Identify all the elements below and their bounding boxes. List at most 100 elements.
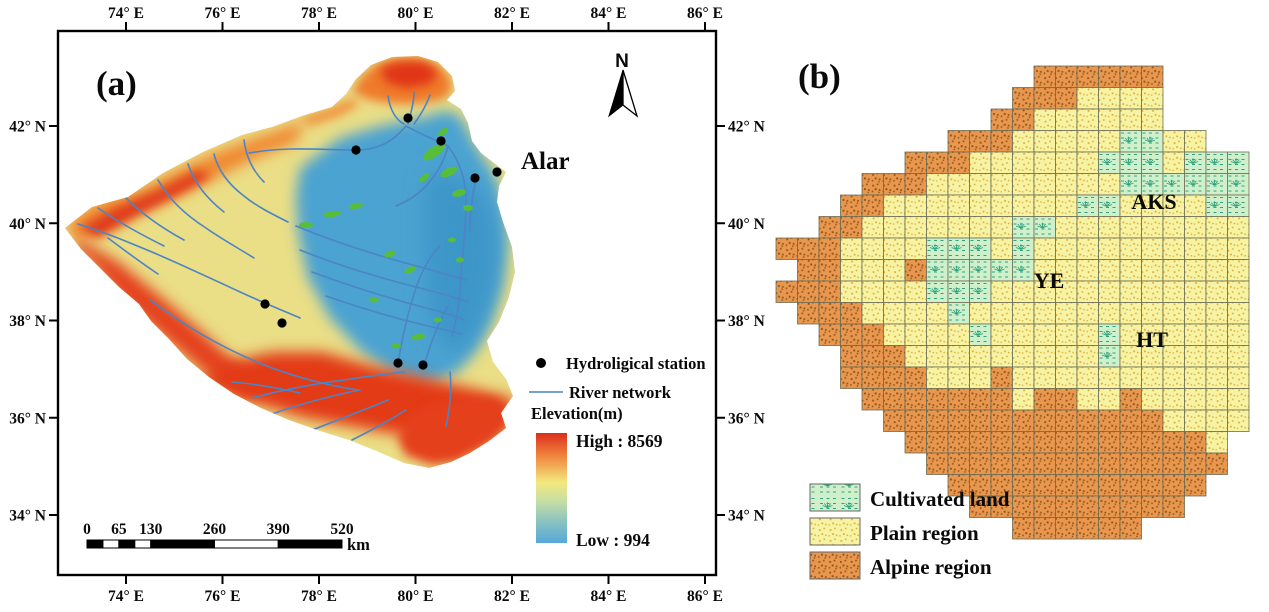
plain-cell — [1098, 259, 1121, 282]
alpine-cell — [1055, 65, 1078, 88]
cultivated-cell — [1119, 151, 1142, 174]
plain-cell — [1012, 366, 1035, 389]
plain-cell — [1227, 323, 1250, 346]
cultivated-cell — [1033, 216, 1056, 239]
alpine-cell — [904, 431, 927, 454]
plain-cell — [1162, 409, 1185, 432]
river-legend-label: River network — [569, 383, 672, 402]
scale-bar: 0 65 130 260 390 520 — [83, 521, 354, 549]
cultivated-cell — [1012, 259, 1035, 282]
alpine-cell — [861, 388, 884, 411]
alpine-cell — [990, 431, 1013, 454]
vegetation-patch — [463, 205, 473, 211]
plain-cell — [990, 323, 1013, 346]
plain-cell — [1098, 366, 1121, 389]
plain-cell — [1141, 237, 1164, 260]
alpine-cell — [969, 409, 992, 432]
vegetation-patch — [437, 127, 449, 137]
plain-cell — [1162, 388, 1185, 411]
plain-cell — [1141, 302, 1164, 325]
plain-cell — [990, 345, 1013, 368]
plain-cell — [1033, 130, 1056, 153]
plain-cell — [990, 237, 1013, 260]
plain-cell — [1076, 130, 1099, 153]
vegetation-patch — [456, 257, 464, 263]
alpine-cell — [1098, 65, 1121, 88]
plain-cell — [1184, 366, 1207, 389]
alpine-cell — [1076, 474, 1099, 497]
alpine-cell — [1033, 388, 1056, 411]
alpine-cell — [969, 388, 992, 411]
legend-a: Hydroligical station River network Eleva… — [529, 354, 706, 550]
plain-cell — [1119, 108, 1142, 131]
alpine-cell — [904, 388, 927, 411]
plain-cell — [1098, 108, 1121, 131]
alpine-cell — [1033, 474, 1056, 497]
plain-cell — [1184, 345, 1207, 368]
cultivated-cell — [1205, 173, 1228, 196]
plain-cell — [1119, 237, 1142, 260]
cultivated-cell — [1205, 194, 1228, 217]
plain-cell — [1162, 366, 1185, 389]
alpine-cell — [1055, 87, 1078, 110]
plain-cell — [1227, 280, 1250, 303]
plain-cell — [1184, 280, 1207, 303]
plain-cell — [883, 216, 906, 239]
scale-bar-number: 520 — [330, 521, 354, 538]
alpine-cell — [1119, 495, 1142, 518]
lat-label-left: 42° N — [9, 119, 46, 136]
plain-cell — [1055, 302, 1078, 325]
plain-cell — [840, 237, 863, 260]
basin-deep-blue — [424, 170, 498, 355]
plain-cell — [1205, 366, 1228, 389]
plain-cell — [1119, 280, 1142, 303]
alpine-cell — [1055, 452, 1078, 475]
plain-cell — [861, 302, 884, 325]
plain-cell — [1119, 259, 1142, 282]
alpine-cell — [947, 409, 970, 432]
alpine-cell — [861, 194, 884, 217]
alpine-cell — [904, 409, 927, 432]
hydrological-station-dot — [436, 136, 446, 146]
lon-label-bottom: 82° E — [494, 588, 530, 605]
alpine-cell — [1162, 474, 1185, 497]
alpine-cell — [883, 388, 906, 411]
plain-cell — [1205, 280, 1228, 303]
alpine-cell — [990, 366, 1013, 389]
cultivated-cell — [1205, 151, 1228, 174]
region-label-ye: YE — [1034, 268, 1065, 293]
plain-cell — [990, 216, 1013, 239]
cultivated-cell — [1098, 194, 1121, 217]
plain-cell — [1205, 237, 1228, 260]
scale-bar-number: 130 — [139, 521, 163, 538]
plain-cell — [904, 345, 927, 368]
alpine-cell — [1012, 431, 1035, 454]
alpine-cell — [904, 259, 927, 282]
map-frame-a — [56, 29, 718, 577]
plain-cell — [926, 323, 949, 346]
vegetation-patch — [299, 222, 313, 228]
west-red-mountains — [72, 240, 268, 398]
elevation-title: Elevation(m) — [531, 404, 623, 423]
vegetation-patch — [419, 173, 429, 183]
cultivated-cell — [1098, 151, 1121, 174]
plain-cell — [883, 280, 906, 303]
alpine-cell — [1141, 65, 1164, 88]
alpine-cell — [861, 366, 884, 389]
plain-cell — [1141, 388, 1164, 411]
plain-cell — [1076, 173, 1099, 196]
hydrological-station-dot — [492, 167, 502, 177]
north-lobe-red — [380, 62, 438, 88]
alpine-cell — [1162, 431, 1185, 454]
scale-bar-number: 65 — [111, 521, 127, 538]
lon-label-bottom: 78° E — [301, 588, 337, 605]
cultivated-cell — [947, 280, 970, 303]
cultivated-cell — [926, 259, 949, 282]
cultivated-cell — [1184, 151, 1207, 174]
alpine-cell — [1033, 87, 1056, 110]
alpine-cell — [840, 366, 863, 389]
vegetation-patches — [299, 127, 473, 349]
alpine-cell — [775, 237, 798, 260]
alpine-cell — [861, 173, 884, 196]
alpine-cell — [1033, 409, 1056, 432]
